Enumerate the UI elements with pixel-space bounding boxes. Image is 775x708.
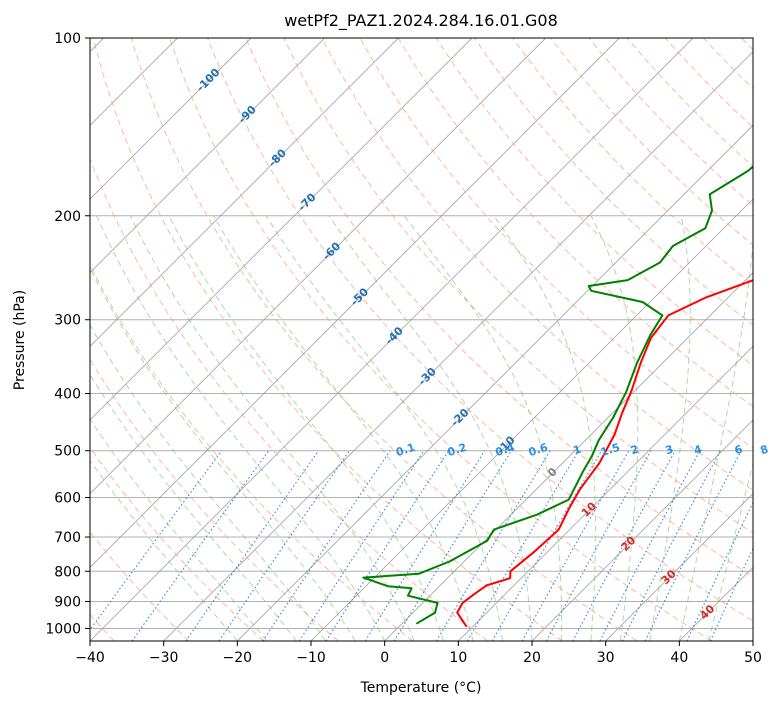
- mixing-ratio-line: [90, 450, 223, 631]
- isotherm-line: [90, 38, 546, 495]
- moist-adiabat-line: [90, 459, 238, 641]
- dry-adiabat-line: [90, 446, 264, 641]
- y-axis-label: Pressure (hPa): [12, 290, 28, 390]
- x-tick-label: 40: [670, 650, 688, 666]
- moist-adiabat-line: [678, 237, 753, 641]
- x-tick-label: 10: [449, 650, 467, 666]
- y-tick-label: 400: [54, 387, 81, 403]
- y-axis: 100 200 300 400 500 600 700 800 900 1000: [45, 31, 90, 637]
- mixing-ratio-label: 0.2: [446, 441, 469, 459]
- x-tick-label: −30: [149, 650, 179, 666]
- mixing-ratio-label: 2: [629, 443, 640, 458]
- x-tick-label: 30: [597, 650, 615, 666]
- dry-adiabat-line: [130, 38, 638, 641]
- series-lines: [362, 165, 753, 627]
- isotherm-line: [90, 38, 473, 421]
- isotherm-line: [605, 493, 753, 641]
- mixing-ratio-label: 8: [759, 443, 770, 458]
- x-tick-label: −20: [223, 650, 253, 666]
- mixing-ratio-line: [298, 450, 425, 641]
- dry-adiabat-line: [92, 38, 563, 641]
- y-tick-label: 300: [54, 313, 81, 329]
- mixing-ratio-label: 3: [664, 443, 675, 458]
- moist-adiabat-line: [404, 215, 563, 641]
- mixing-ratio-label: 1.5: [599, 441, 622, 459]
- dry-adiabat-line: [245, 38, 753, 578]
- y-tick-label: 600: [54, 490, 81, 506]
- y-tick-label: 100: [54, 31, 81, 47]
- moist-adiabat-line: [129, 215, 415, 641]
- dry-adiabat-line: [90, 263, 414, 641]
- mixing-ratio-line: [325, 450, 450, 641]
- mixing-ratio-line: [644, 450, 742, 641]
- y-tick-label: 500: [54, 444, 81, 460]
- x-tick-label: 0: [380, 650, 389, 666]
- mixing-ratio-line: [621, 450, 721, 641]
- moist-adiabat-line: [90, 373, 297, 641]
- isotherm-line: [90, 38, 694, 641]
- moist-adiabat-line: [90, 418, 268, 641]
- mixing-ratio-line: [262, 450, 391, 641]
- y-tick-label: 200: [54, 209, 81, 225]
- background-lines: [90, 38, 753, 641]
- moist-adiabat-line: [90, 266, 356, 641]
- y-tick-label: 700: [54, 530, 81, 546]
- x-tick-label: −10: [296, 650, 326, 666]
- dry-adiabat-line: [169, 38, 712, 641]
- isotherm-line: [90, 38, 252, 200]
- x-axis-label: Temperature (°C): [360, 680, 482, 696]
- moist-adiabat-line: [590, 215, 639, 641]
- dry-adiabat-line: [321, 38, 753, 491]
- moist-adiabat-line: [90, 323, 327, 641]
- x-tick-label: 50: [744, 650, 762, 666]
- isotherm-line: [90, 38, 399, 347]
- mixing-ratio-label: 1: [572, 443, 583, 458]
- moist-adiabat-line: [328, 215, 533, 641]
- mixing-ratio-line: [521, 450, 630, 641]
- mixing-ratio-line: [218, 450, 350, 641]
- dry-adiabat-line: [474, 38, 753, 326]
- isotherm-line: [90, 38, 620, 568]
- chart-title: wetPf2_PAZ1.2024.284.16.01.G08: [284, 11, 558, 31]
- mixing-ratio-line: [491, 450, 602, 641]
- y-tick-label: 1000: [45, 621, 81, 637]
- mixing-ratio-line: [131, 450, 270, 641]
- isotherm-line: [531, 419, 753, 641]
- x-tick-label: −40: [75, 650, 105, 666]
- mixing-ratio-label: 4: [692, 442, 704, 457]
- temperature-line: [456, 279, 753, 627]
- x-axis: −40 −30 −20 −10 0 10 20 30 40 50: [75, 641, 762, 666]
- mixing-ratio-label: 0.4: [494, 441, 517, 459]
- mixing-ratio-line: [545, 450, 652, 641]
- isotherm-line: [163, 51, 753, 641]
- dry-adiabat-line: [207, 38, 753, 622]
- dry-adiabat-line: [90, 358, 339, 641]
- mixing-ratio-line: [185, 450, 320, 641]
- moist-adiabat-line: [213, 215, 474, 641]
- isotherm-line: [237, 124, 753, 641]
- x-tick-label: 20: [523, 650, 541, 666]
- mixing-ratio-label: 0.6: [527, 441, 550, 459]
- mixing-ratio-label: 6: [733, 442, 745, 457]
- dry-adiabat-line: [283, 38, 753, 534]
- moist-adiabat-line: [96, 215, 386, 641]
- plot-frame: [89, 37, 754, 642]
- isotherm-line: [458, 345, 753, 641]
- plot-area: [90, 38, 753, 641]
- moist-adiabat-line: [649, 215, 691, 641]
- dewpoint-line: [362, 165, 753, 625]
- mixing-ratio-line: [393, 450, 512, 641]
- moist-adiabat-line: [493, 215, 597, 641]
- y-tick-label: 900: [54, 594, 81, 610]
- isotherm-line: [90, 38, 325, 274]
- dry-adiabat-line: [435, 38, 753, 367]
- moist-adiabat-line: [265, 215, 503, 641]
- isotherm-line: [384, 272, 753, 641]
- mixing-ratio-label: 0.1: [394, 441, 417, 459]
- mixing-ratio-line: [364, 450, 486, 641]
- y-tick-label: 800: [54, 564, 81, 580]
